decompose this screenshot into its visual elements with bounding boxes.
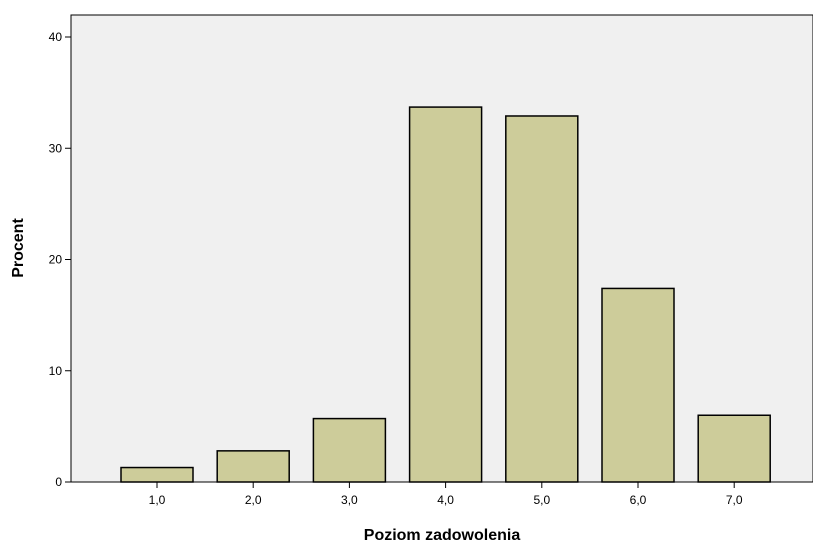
bar [408, 106, 483, 483]
y-tick-label: 40 [49, 30, 63, 44]
x-tick-label: 6,0 [630, 493, 647, 507]
bar [505, 115, 579, 483]
x-tick-label: 5,0 [533, 493, 550, 507]
bar [601, 287, 675, 483]
y-axis-title: Procent [10, 218, 27, 278]
x-tick-label: 4,0 [437, 493, 454, 507]
x-tick-label: 2,0 [245, 493, 262, 507]
bar [120, 466, 194, 483]
y-tick-label: 0 [55, 475, 62, 489]
y-tick-label: 20 [49, 253, 63, 267]
bar [312, 417, 387, 483]
x-tick-label: 3,0 [341, 493, 358, 507]
bar-series [120, 106, 771, 483]
bar [697, 414, 771, 483]
y-tick-label: 10 [49, 364, 63, 378]
x-axis-title: Poziom zadowolenia [364, 527, 521, 544]
x-tick-label: 1,0 [149, 493, 166, 507]
x-axis-ticks: 1,0 2,0 3,0 4,0 5,0 6,0 7,0 [149, 482, 743, 507]
bar [216, 450, 290, 483]
y-tick-label: 30 [49, 141, 63, 155]
x-tick-label: 7,0 [726, 493, 743, 507]
y-axis-ticks: 0 10 20 30 40 [49, 30, 71, 489]
